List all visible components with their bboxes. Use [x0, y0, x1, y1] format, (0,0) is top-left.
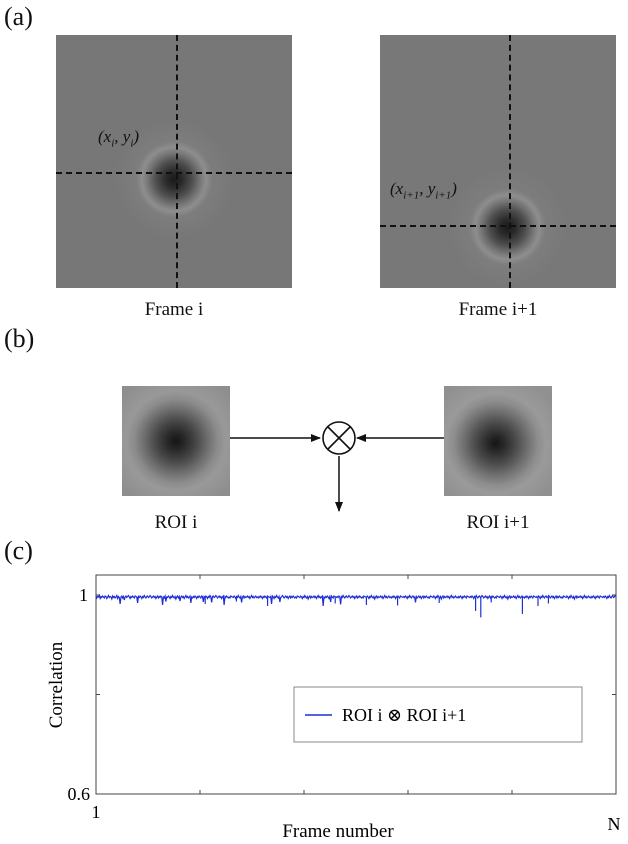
y-tick-top: 1: [79, 585, 88, 605]
correlation-operator-icon: [322, 421, 356, 455]
correlation-chart: 1 0.6 1 N Frame number Correlation ROI i…: [46, 574, 621, 842]
frame-i-caption: Frame i: [144, 299, 204, 320]
y-tick-bottom: 0.6: [68, 784, 91, 804]
correlation-series-line: [95, 593, 617, 607]
legend-label: ROI i ⊗ ROI i+1: [342, 705, 466, 725]
chart-legend: ROI i ⊗ ROI i+1: [293, 686, 583, 743]
frame-i-image: (xi, yi): [56, 35, 292, 288]
frame-i-coordinate-label: (xi, yi): [98, 127, 140, 150]
x-axis-label: Frame number: [282, 821, 394, 842]
roi-i-caption: ROI i: [154, 512, 198, 533]
roi-i-plus-1-image: [444, 386, 552, 496]
panel-b-label: (b): [4, 324, 35, 353]
legend-box: [293, 686, 583, 743]
roi-i-image: [122, 386, 230, 496]
chart-plot-area: [95, 574, 617, 795]
panel-a-label: (a): [4, 2, 33, 31]
frame-i-plus-1-vertical-crosshair: [509, 35, 511, 288]
roi-i-plus-1-caption: ROI i+1: [466, 512, 530, 533]
correlation-dips: [137, 596, 550, 618]
frame-i-plus-1-coordinate-label: (xi+1, yi+1): [390, 179, 457, 202]
x-tick-right: N: [608, 814, 621, 834]
frame-i-plus-1-image: (xi+1, yi+1): [380, 35, 616, 288]
frame-i-horizontal-crosshair: [56, 172, 292, 174]
frame-i-plus-1-caption: Frame i+1: [458, 299, 538, 320]
y-axis-label: Correlation: [46, 641, 67, 728]
frame-i-plus-1-horizontal-crosshair: [380, 225, 616, 227]
x-tick-left: 1: [92, 802, 101, 822]
chart-tick-marks: [96, 575, 616, 794]
frame-i-vertical-crosshair: [176, 35, 178, 288]
panel-c-label: (c): [4, 536, 33, 565]
